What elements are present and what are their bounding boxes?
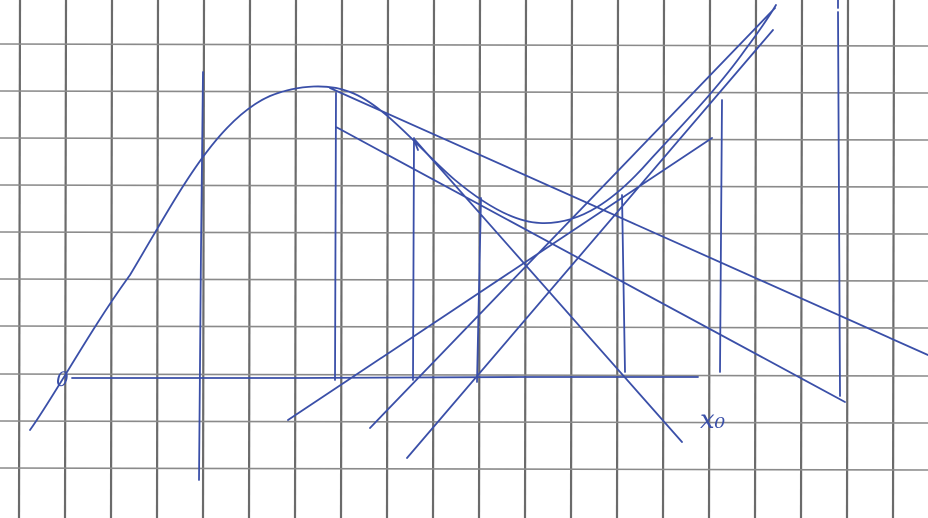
vertical-line-5 (719, 99, 723, 373)
tangent-line-b (335, 126, 846, 403)
vertical-line-2-tick (413, 139, 419, 151)
vertical-line-3 (476, 197, 482, 383)
origin-label: 0 (56, 367, 69, 391)
tangent-line-c (414, 139, 683, 443)
tangent-line-a (329, 87, 928, 356)
graph-paper-grid (17, 0, 896, 518)
y-axis-line (198, 71, 204, 481)
tangent-line-f (406, 29, 774, 459)
vertical-line-1 (334, 92, 337, 381)
graph-paper-rows (0, 43, 928, 471)
x-axis-line (71, 376, 699, 379)
point-x0-label: x₀ (700, 405, 726, 435)
vertical-line-2 (412, 137, 415, 381)
vertical-line-6 (837, 11, 841, 397)
tangent-line-e (369, 7, 776, 429)
vertical-line-4 (621, 194, 626, 373)
